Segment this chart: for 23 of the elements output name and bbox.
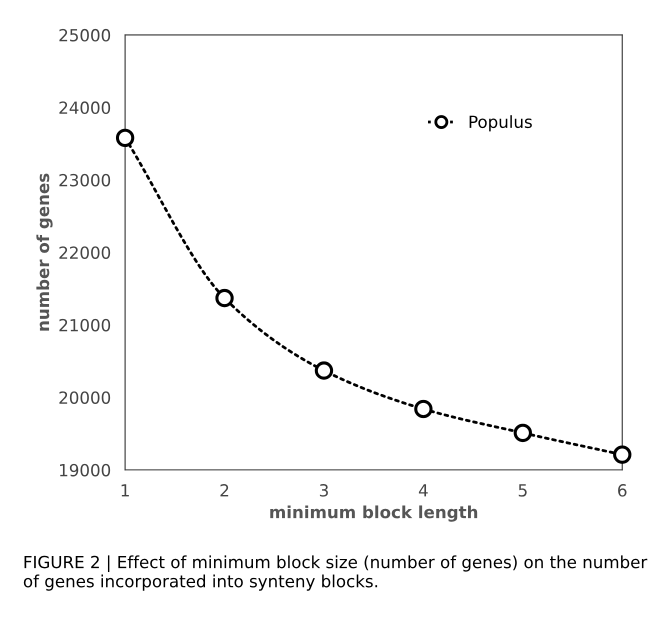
y-tick-label: 20000 [59, 391, 110, 404]
x-tick-label: 2 [220, 484, 228, 496]
point [116, 128, 134, 148]
legend-label: Populus [470, 115, 532, 132]
y-axis-title: number of genes [36, 174, 53, 331]
x-tick-label: 1 [122, 484, 129, 496]
x-tick-label: 4 [418, 484, 428, 496]
caption: FIGURE 2 | Effect of minimum block size (number of genes) on the number of genes incorporated into synteny blocks. [24, 555, 648, 591]
y-tick-label: 22000 [59, 246, 110, 259]
y-tick-label: 25000 [59, 28, 110, 42]
y-tick-label: 23000 [59, 174, 110, 186]
y-tick-label: 19000 [60, 464, 110, 476]
point [414, 400, 433, 418]
y-tick-label: 21000 [59, 318, 110, 332]
x-tick-label: 6 [618, 484, 627, 497]
x-axis-title: minimum block length [270, 505, 478, 522]
point [215, 288, 234, 308]
point [613, 445, 632, 464]
y-tick-label: 24000 [59, 101, 110, 114]
point [314, 361, 334, 380]
point [514, 424, 532, 442]
x-tick-label: 3 [320, 484, 328, 497]
x-tick-label: 5 [518, 484, 527, 497]
